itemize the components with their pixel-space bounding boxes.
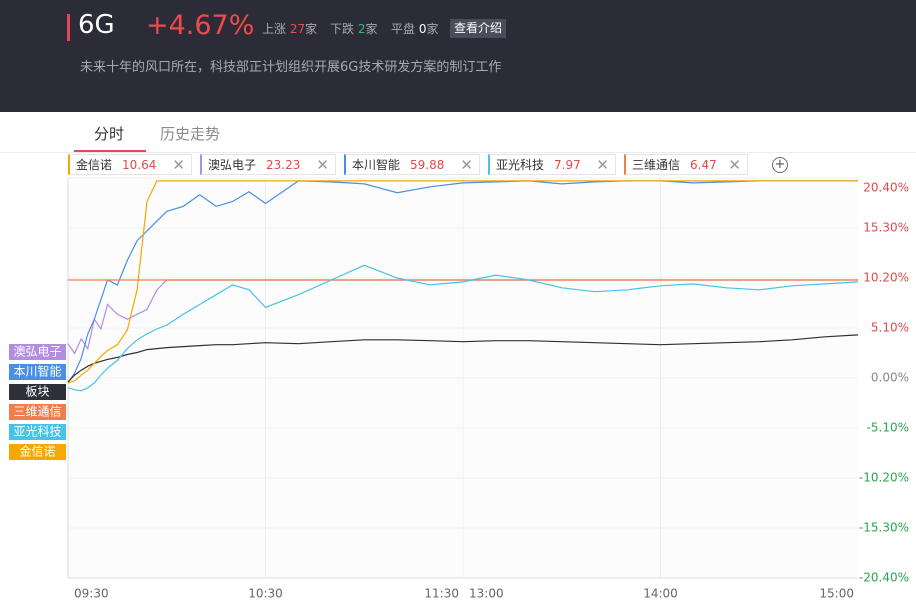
change: +4.67% [146,10,255,41]
series-label-bg [9,404,66,420]
stock-name: 三维通信 [632,158,681,172]
series-label: 澳弘电子 [13,345,61,359]
close-button[interactable]: ✕ [460,156,473,174]
tab-underline [74,150,146,152]
y-tick-label: 15.30% [863,221,909,235]
x-tick-label: 09:30 [74,587,109,601]
line [67,264,859,392]
close-button[interactable]: ✕ [728,156,741,174]
y-tick-label: -20.40% [859,571,909,585]
close-button[interactable]: ✕ [172,156,185,174]
y-tick-label: 20.40% [863,181,909,195]
stock-chip[interactable]: 三维通信 6.47 ✕ [624,154,748,175]
intro-button[interactable]: 查看介绍 [450,19,507,38]
stat-label: 上涨 [262,22,287,36]
stock-price: 7.97 [554,158,581,172]
series-label: 板块 [25,385,49,399]
y-tick-label: 5.10% [871,321,909,335]
stat-label: 下跌 [330,22,355,36]
x-tick-label: 15:00 [819,587,854,601]
tab[interactable]: 历史走势 [160,125,221,143]
stock-name: 亚光科技 [496,158,545,172]
stat: 平盘 0家 [391,20,439,37]
close-button[interactable]: ✕ [316,156,329,174]
description: 未来十年的风口所在，科技部正计划组织开展6G技术研发方案的制订工作 [80,60,502,75]
stat-unit: 家 [426,22,439,36]
series-label-bg [9,344,66,360]
y-tick-label: -15.30% [859,521,909,535]
close-button[interactable]: ✕ [596,156,609,174]
line [67,180,858,384]
add-button[interactable]: + [772,157,788,173]
x-tick-label: 13:00 [469,587,504,601]
x-tick-label: 10:30 [248,587,283,601]
series-label-bg [9,384,66,400]
series-label-bg [9,424,66,440]
stat-count: 0 [418,22,427,36]
series-label-bg [9,364,66,380]
series-label: 本川智能 [13,364,61,379]
line [67,334,859,383]
y-tick-label: 0.00% [871,371,909,385]
title: 6G [78,10,115,40]
stat-count: 27 [289,22,306,36]
stock-name: 金信诺 [76,158,113,172]
x-tick-label: 11:30 [424,587,459,601]
series-label: 亚光科技 [13,425,61,439]
series-label: 金信诺 [19,444,55,459]
divider [0,152,916,153]
stat: 上涨 27家 [262,20,317,37]
series-label: 三维通信 [13,405,61,419]
stat: 下跌 2家 [330,20,378,37]
tab[interactable]: 分时 [94,125,125,143]
stat-count: 2 [357,22,366,36]
y-tick-label: -5.10% [867,421,909,435]
stock-price: 10.64 [122,158,157,172]
stock-chip[interactable]: 金信诺 10.64 ✕ [68,154,192,175]
title-marker [67,14,70,41]
series-label-bg [9,444,66,460]
y-tick-label: 10.20% [863,271,909,285]
stock-price: 23.23 [266,158,301,172]
header: 6G +4.67% 上涨 27家 下跌 2家 平盘 0家 查看介绍 未来十年的风… [0,0,916,112]
stat-unit: 家 [305,22,318,36]
stat-label: 平盘 [391,22,416,36]
stock-chip[interactable]: 本川智能 59.88 ✕ [344,154,480,175]
stat-unit: 家 [365,22,378,36]
stock-chip[interactable]: 亚光科技 7.97 ✕ [488,154,616,175]
stock-chip[interactable]: 澳弘电子 23.23 ✕ [200,154,336,175]
y-tick-label: -10.20% [859,471,909,485]
stock-price: 6.47 [690,158,717,172]
stock-name: 本川智能 [352,158,401,172]
stock-name: 澳弘电子 [208,158,257,172]
stock-price: 59.88 [410,158,445,172]
x-tick-label: 14:00 [643,587,678,601]
